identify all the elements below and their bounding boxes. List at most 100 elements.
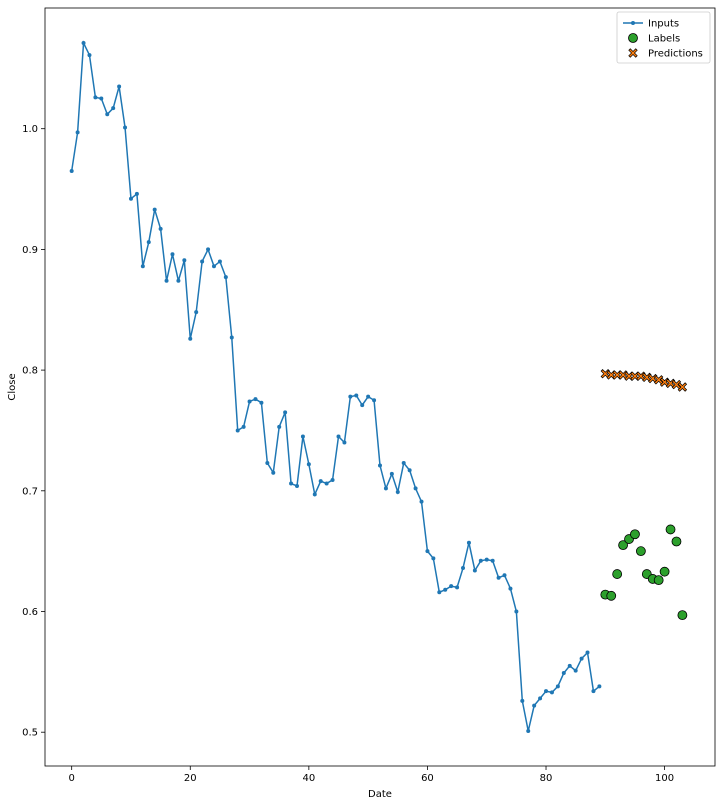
series-inputs-point [461,566,466,571]
series-inputs-point [289,481,294,486]
series-inputs-point [413,486,418,491]
x-axis-label: Date [368,789,392,800]
series-inputs-point [277,424,282,429]
series-inputs-point [81,41,86,46]
x-tick-label: 60 [421,773,434,784]
series-inputs-point [401,461,406,466]
x-tick-label: 100 [655,773,674,784]
y-tick-label: 0.8 [22,366,38,377]
series-inputs-point [526,728,531,733]
series-inputs-point [152,207,157,212]
series-inputs-point [306,462,311,467]
series-inputs-point [342,440,347,445]
series-inputs-point [360,403,365,408]
series-inputs-point [466,540,471,545]
series-inputs-point [330,477,335,482]
series-inputs-point [549,690,554,695]
y-axis-label: Close [7,373,18,400]
series-inputs-point [123,125,128,130]
series-inputs-point [87,53,92,58]
series-inputs-point [206,247,211,252]
series-inputs-point [443,587,448,592]
series-inputs-point [229,335,234,340]
series-inputs-point [75,130,80,135]
series-inputs-point [247,399,252,404]
series-labels-point [612,569,623,579]
series-inputs-point [158,226,163,231]
series-inputs-point [170,252,175,257]
series-inputs-point [478,558,483,563]
series-inputs-point [164,278,169,283]
series-inputs-point [449,584,454,589]
series-inputs-point [259,400,264,405]
series-inputs-point [324,481,329,486]
series-inputs-point [140,264,145,269]
series-inputs-line [70,40,600,732]
series-inputs-point [128,196,133,201]
x-tick-label: 80 [540,773,553,784]
series-inputs-point [532,703,537,708]
series-inputs-point [520,698,525,703]
series-inputs-point [105,112,110,117]
axes: 0 20 40 60 80 100 0.5 0.6 0.7 0.8 0.9 1.0 Date Close [7,7,716,800]
series-inputs-point [490,558,495,563]
series-inputs-point [544,689,549,694]
series-inputs-point [561,671,566,676]
legend: Inputs Labels Predictions [616,11,711,64]
series-inputs-point [496,575,501,580]
legend-inputs-label: Inputs [648,19,679,30]
series-inputs-point [134,191,139,196]
series-inputs-point [579,656,584,661]
series-inputs-point [300,434,305,439]
plot-area [69,40,688,733]
series-inputs-point [389,471,394,476]
legend-labels-label: Labels [648,34,680,45]
series-labels-point [630,529,640,540]
series-inputs-point [223,275,228,280]
series-inputs-point [146,240,151,245]
series-inputs-point [241,424,246,429]
y-tick-label: 0.6 [22,607,38,618]
series-inputs-point [182,258,187,263]
series-inputs-point [93,95,98,100]
series-inputs-point [567,663,572,668]
legend-predictions-marker [628,48,638,58]
series-inputs-point [502,573,507,578]
series-inputs-point [312,492,317,497]
series-labels-point [671,536,682,547]
series-inputs-point [419,499,424,504]
series-labels-point [653,575,664,586]
series-inputs-point [111,106,116,111]
y-tick-label: 1.0 [22,124,38,135]
series-inputs-point [383,486,388,491]
series-inputs-point [336,434,341,439]
series-inputs-point [354,393,359,398]
series-labels-point [606,590,617,601]
series-inputs-point [211,264,216,269]
series-labels-point [665,524,676,535]
series-inputs-point [99,96,104,101]
series-inputs-point [235,428,240,433]
series-inputs-point [407,468,412,473]
series-inputs-point [395,490,400,495]
series-inputs-point [591,689,596,694]
series-inputs-point [372,398,377,403]
series-inputs-point [366,394,371,399]
series-inputs-point [176,278,181,283]
series-labels-point [659,566,670,577]
y-tick-label: 0.9 [22,245,38,256]
series-inputs-point [472,568,477,573]
plot-frame [44,7,716,767]
series-inputs-point [425,549,430,554]
series-inputs-point [431,556,436,561]
series-inputs-point [573,668,578,673]
series-inputs-point [455,585,460,590]
series-inputs-point [538,696,543,701]
series-inputs-point [508,586,513,591]
legend-labels-marker [628,33,638,43]
series-labels-point [677,610,688,621]
y-tick-label: 0.5 [22,728,38,739]
series-inputs-point [283,410,288,415]
series-predictions-point [677,382,688,392]
